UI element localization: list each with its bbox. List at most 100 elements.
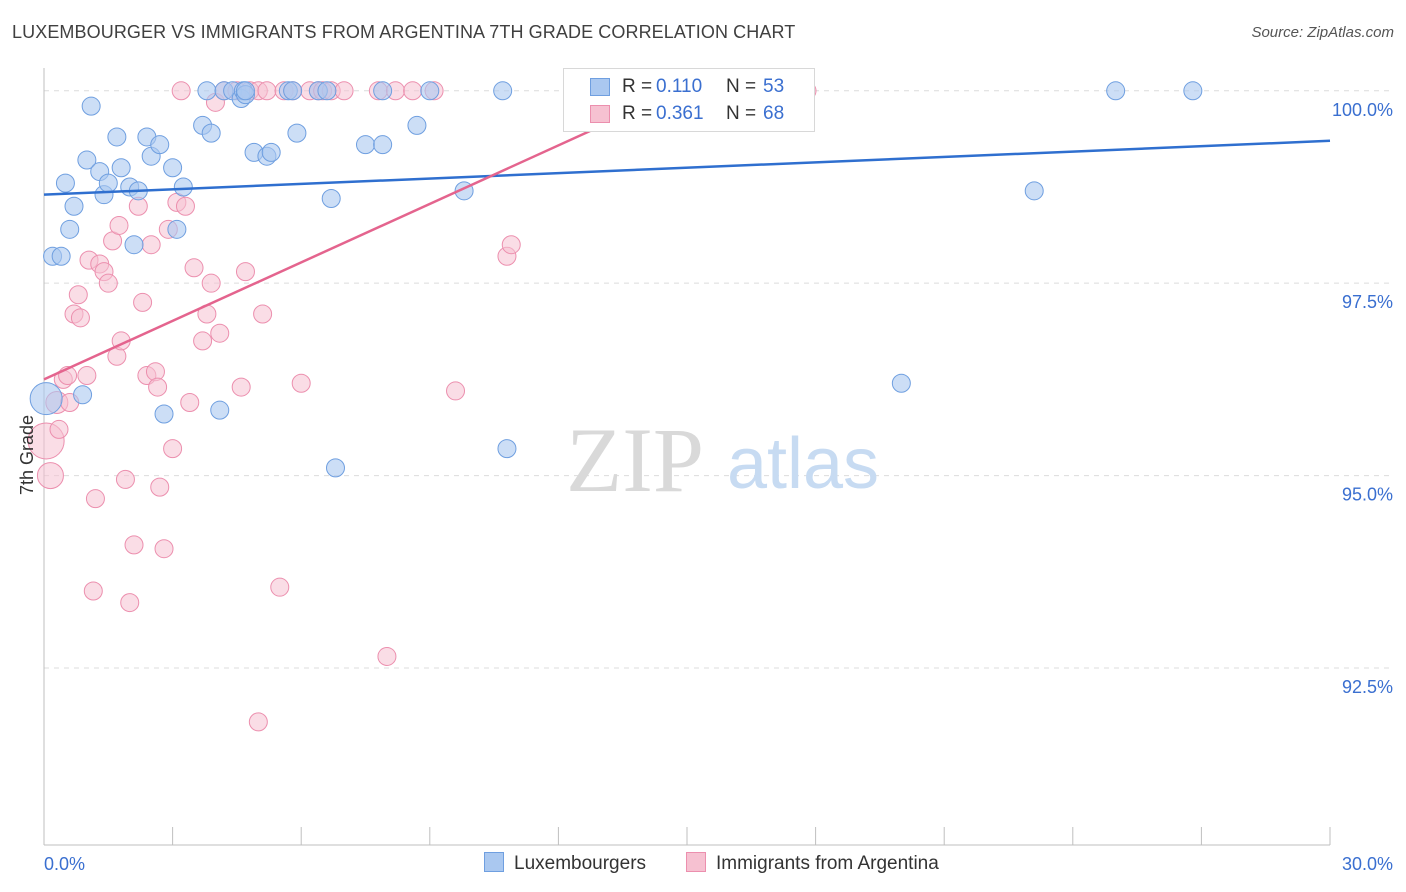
point-luxembourgers [81,96,101,116]
point-argentina [124,535,144,555]
point-argentina [270,577,290,597]
point-argentina [193,331,213,351]
legend-r-label: R = [622,103,653,124]
legend-swatch-blue [590,78,610,96]
point-luxembourgers [321,189,341,209]
point-luxembourgers [197,81,217,101]
point-argentina [109,215,129,235]
point-argentina [154,539,174,559]
point-argentina [36,462,64,490]
point-argentina [231,377,251,397]
tick-labels: 92.5% 95.0% 97.5% 100.0% 0.0% 30.0% [44,100,1393,874]
point-luxembourgers [210,400,230,420]
point-luxembourgers [497,439,517,459]
x-tick-label: 0.0% [44,854,85,874]
point-luxembourgers [356,135,375,155]
point-luxembourgers [60,219,80,239]
point-argentina [115,469,135,489]
y-tick-label: 97.5% [1342,292,1393,312]
legend-r-value: 0.361 [656,103,704,124]
watermark-atlas: atlas [727,424,879,504]
point-luxembourgers [201,123,221,143]
point-luxembourgers [173,177,193,197]
point-luxembourgers [29,382,63,416]
point-luxembourgers [124,235,144,255]
point-argentina [77,366,97,386]
legend-n-label: N = [726,76,757,97]
bottom-legend-label: Luxembourgers [514,853,647,874]
point-luxembourgers [64,196,84,216]
point-argentina [120,593,140,613]
point-luxembourgers [1024,181,1044,201]
legend-swatch-pink [590,105,610,123]
source-credit: Source: ZipAtlas.com [1251,24,1394,41]
bottom-legend-swatch-blue [484,852,504,872]
point-argentina [133,292,153,312]
point-argentina [150,477,170,497]
point-luxembourgers [891,373,911,393]
point-luxembourgers [261,142,281,162]
point-argentina [180,392,200,412]
point-luxembourgers [373,135,393,155]
point-argentina [257,81,277,101]
point-luxembourgers [167,219,187,239]
point-luxembourgers [150,135,170,155]
bottom-legend-label: Immigrants from Argentina [716,853,939,874]
point-luxembourgers [73,385,93,405]
legend-n-value: 53 [763,76,785,97]
legend-r-label: R = [622,76,653,97]
point-luxembourgers [98,173,118,193]
point-luxembourgers [373,81,393,101]
point-argentina [141,235,161,255]
x-tick-label: 30.0% [1342,854,1393,874]
trend-line-luxembourgers [43,139,1331,196]
legend-n-label: N = [726,103,757,124]
point-argentina [98,273,118,293]
watermark: ZIP atlas [566,409,879,511]
point-luxembourgers [407,115,427,135]
bottom-legend-swatch-pink [686,852,706,872]
point-argentina [334,81,354,101]
y-tick-label: 92.5% [1342,677,1393,697]
point-argentina [49,419,69,439]
point-argentina [248,712,268,732]
point-argentina [235,262,255,282]
point-argentina [68,285,88,305]
trend-line-argentina [43,89,679,381]
point-argentina [171,81,191,101]
point-luxembourgers [111,158,131,178]
trend-lines [43,89,1331,381]
watermark-zip: ZIP [566,409,704,511]
point-luxembourgers [317,81,337,101]
point-argentina [70,308,90,328]
point-luxembourgers [1106,81,1126,101]
point-luxembourgers [287,123,307,143]
point-argentina [253,304,273,324]
point-luxembourgers [235,81,255,101]
point-argentina [184,258,204,278]
point-luxembourgers [420,81,440,101]
y-axis-label: 7th Grade [17,415,37,495]
chart-title: LUXEMBOURGER VS IMMIGRANTS FROM ARGENTIN… [12,22,796,42]
bottom-legend-argentina: Immigrants from Argentina [686,852,939,875]
point-luxembourgers [51,246,71,266]
point-argentina [210,323,230,343]
point-argentina [163,439,183,459]
point-luxembourgers [154,404,174,424]
legend-r-value: 0.110 [656,76,703,97]
series-luxembourgers-points [29,81,1203,478]
point-luxembourgers [55,173,75,193]
point-argentina [83,581,103,601]
point-luxembourgers [493,81,513,101]
point-argentina [501,235,521,255]
y-tick-label: 100.0% [1332,100,1393,120]
point-argentina [377,646,397,666]
correlation-legend: R = 0.110 N = 53 R = 0.361 N = 68 [563,68,815,132]
point-argentina [85,489,105,509]
point-argentina [403,81,423,101]
point-argentina [201,273,221,293]
point-luxembourgers [107,127,127,147]
point-argentina [175,196,195,216]
point-luxembourgers [325,458,345,478]
